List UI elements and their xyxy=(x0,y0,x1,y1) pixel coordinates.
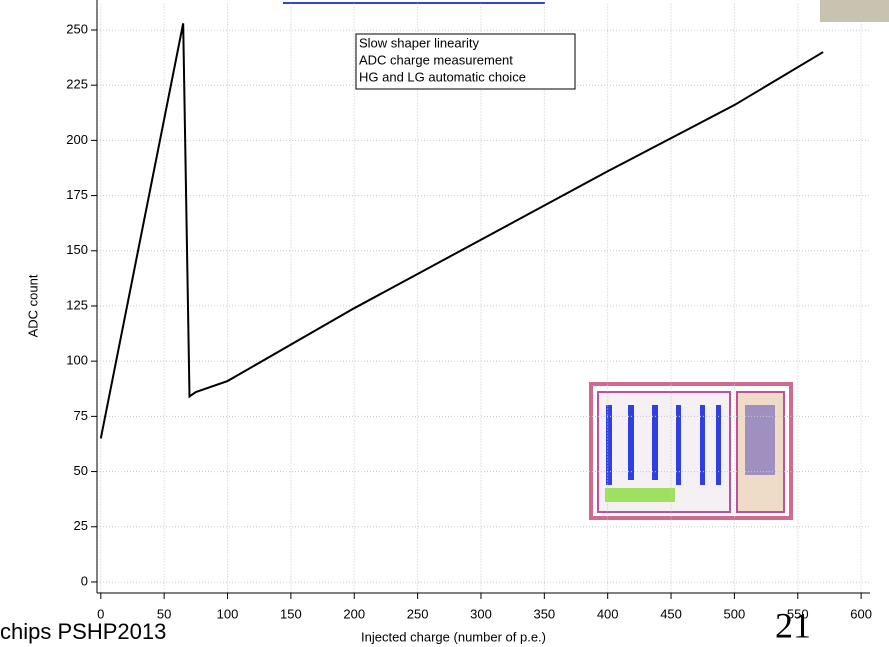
x-tick-label: 300 xyxy=(470,606,492,621)
x-tick-label: 400 xyxy=(597,606,619,621)
x-tick-label: 0 xyxy=(97,606,104,621)
y-tick-label: 175 xyxy=(66,187,88,202)
chip-layout xyxy=(589,382,793,520)
plot: 0 25 50 75 100 125 150 175 200 225 250 0 50 100 150 200… xyxy=(25,0,872,644)
y-tick-label: 200 xyxy=(66,132,88,147)
y-tick-label: 250 xyxy=(66,21,88,36)
x-tick-label: 450 xyxy=(660,606,682,621)
x-axis-label: Injected charge (number of p.e.) xyxy=(361,629,546,644)
x-tick-label: 500 xyxy=(724,606,746,621)
y-tick-label: 125 xyxy=(66,297,88,312)
photo-fragment xyxy=(820,0,889,22)
y-tick-label: 50 xyxy=(74,463,88,478)
page-number: 21 xyxy=(775,605,811,645)
y-tick-label: 75 xyxy=(74,408,88,423)
y-axis-label: ADC count xyxy=(25,274,40,337)
x-tick-label: 50 xyxy=(157,606,171,621)
y-tick-label: 25 xyxy=(74,518,88,533)
y-tick-label: 0 xyxy=(81,573,88,588)
x-tick-label: 550 xyxy=(787,606,809,621)
y-tick-label: 225 xyxy=(66,77,88,92)
annotation-text: Slow shaper linearity xyxy=(359,35,479,50)
y-tick-label: 100 xyxy=(66,353,88,368)
annotation-text: HG and LG automatic choice xyxy=(359,69,526,84)
footer: chips PSHP2013 xyxy=(0,619,166,644)
x-tick-label: 150 xyxy=(280,606,302,621)
x-tick-label: 600 xyxy=(850,606,872,621)
y-tick-label: 150 xyxy=(66,242,88,257)
x-tick-label: 350 xyxy=(533,606,555,621)
annotation-box xyxy=(355,33,576,90)
x-tick-label: 250 xyxy=(407,606,429,621)
annotation-text: ADC charge measurement xyxy=(359,52,513,67)
data-line xyxy=(99,23,824,439)
x-tick-label: 100 xyxy=(217,606,239,621)
x-tick-label: 200 xyxy=(343,606,365,621)
